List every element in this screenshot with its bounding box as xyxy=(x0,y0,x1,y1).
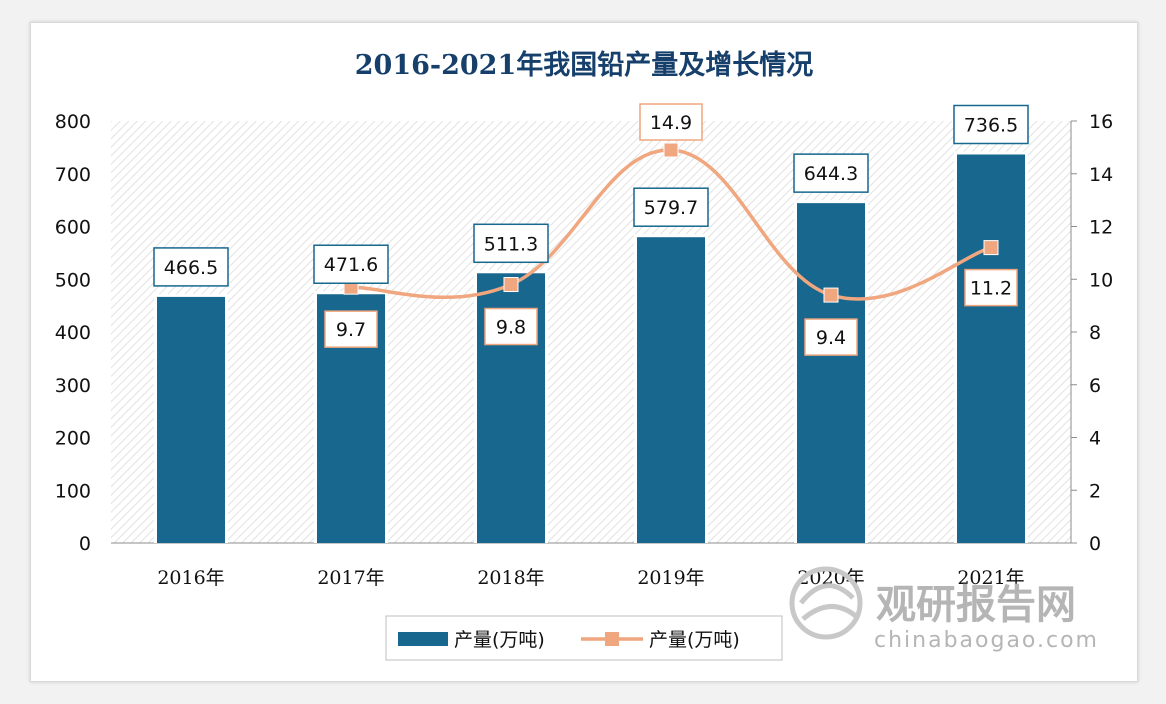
line-data-label: 9.8 xyxy=(484,307,538,346)
bar-data-label: 471.6 xyxy=(313,244,389,284)
bar xyxy=(957,154,1025,543)
line-point xyxy=(983,240,999,256)
bar-data-label-text: 579.7 xyxy=(644,197,698,219)
line-point xyxy=(663,142,679,158)
bar-data-label-box xyxy=(313,244,389,284)
legend-swatch-bar xyxy=(398,632,448,646)
bar-data-label: 644.3 xyxy=(793,153,869,193)
line-data-label-box xyxy=(639,103,703,141)
y-right-tick-label: 14 xyxy=(1089,164,1113,186)
line-data-label-box xyxy=(324,310,378,348)
y-left-tick-label: 600 xyxy=(55,217,91,239)
plot-background xyxy=(111,121,1071,543)
bar xyxy=(637,237,705,543)
bar-data-label: 466.5 xyxy=(153,247,229,287)
legend: 产量(万吨) 产量(万吨) xyxy=(385,615,783,661)
line-data-label-box xyxy=(484,307,538,346)
x-tick-label: 2019年 xyxy=(637,567,704,589)
y-left-tick-label: 0 xyxy=(79,533,91,555)
x-tick-label: 2016年 xyxy=(157,567,224,589)
bar-data-label-box xyxy=(953,104,1029,145)
bar-data-label-text: 471.6 xyxy=(324,254,378,276)
bar-data-label-text: 511.3 xyxy=(484,233,538,255)
y-left-tick-label: 700 xyxy=(55,164,91,186)
bar xyxy=(797,203,865,543)
legend-label-bar: 产量(万吨) xyxy=(454,629,545,651)
line-data-label: 11.2 xyxy=(964,268,1018,307)
bar-data-label-box xyxy=(633,187,709,227)
line-point xyxy=(503,277,519,293)
line-data-label-box xyxy=(804,318,858,356)
chart-title: 2016-2021年我国铅产量及增长情况 xyxy=(355,49,814,81)
bar-data-label: 579.7 xyxy=(633,187,709,227)
bar xyxy=(157,296,225,543)
y-left-tick-label: 200 xyxy=(55,428,91,450)
line-data-label: 9.7 xyxy=(324,310,378,348)
y-left-tick-label: 100 xyxy=(55,480,91,502)
y-right-tick-label: 12 xyxy=(1089,217,1113,239)
watermark-logo-swoosh xyxy=(799,583,859,621)
x-tick-label: 2017年 xyxy=(317,567,384,589)
y-right-tick-label: 6 xyxy=(1089,375,1101,397)
line-data-label-text: 14.9 xyxy=(650,112,692,134)
line-data-label: 9.4 xyxy=(804,318,858,356)
watermark-url: chinabaogao.com xyxy=(874,628,1099,653)
bar-data-label-text: 644.3 xyxy=(804,163,858,185)
legend-label-line: 产量(万吨) xyxy=(649,629,740,651)
y-right-tick-label: 4 xyxy=(1089,428,1101,450)
y-left-tick-label: 800 xyxy=(55,111,91,133)
bar-data-label: 511.3 xyxy=(473,223,549,264)
x-tick-label: 2018年 xyxy=(477,567,544,589)
line-data-label-text: 9.4 xyxy=(816,327,846,349)
y-left-tick-label: 500 xyxy=(55,269,91,291)
line-data-label-text: 11.2 xyxy=(970,278,1012,300)
bar-data-label-box xyxy=(473,223,549,264)
bar-data-label-text: 466.5 xyxy=(164,257,218,279)
y-right-tick-label: 16 xyxy=(1089,111,1113,133)
line-data-label-box xyxy=(964,268,1018,307)
x-tick-label: 2021年 xyxy=(957,567,1024,589)
y-left-tick-label: 400 xyxy=(55,322,91,344)
watermark-logo-icon xyxy=(789,566,863,640)
chart: 2016-2021年我国铅产量及增长情况 0100200300400500600… xyxy=(55,49,1113,661)
bar-data-label: 736.5 xyxy=(953,104,1029,145)
line-data-label: 14.9 xyxy=(639,103,703,141)
y-right-tick-label: 2 xyxy=(1089,480,1101,502)
y-right-tick-label: 8 xyxy=(1089,322,1101,344)
line-data-label-text: 9.7 xyxy=(336,319,366,341)
y-left-tick-label: 300 xyxy=(55,375,91,397)
y-right-tick-label: 0 xyxy=(1089,533,1101,555)
legend-swatch-marker xyxy=(605,632,619,646)
line-point xyxy=(823,287,839,303)
line-data-label-text: 9.8 xyxy=(496,317,526,339)
watermark-text: 观研报告网 xyxy=(876,582,1076,628)
bar-data-label-box xyxy=(153,247,229,287)
bar-data-label-text: 736.5 xyxy=(964,114,1018,136)
y-right-tick-label: 10 xyxy=(1089,269,1113,291)
chart-card: 2016-2021年我国铅产量及增长情况 0 100 200 300 400 500 600… xyxy=(30,22,1138,682)
bar-data-label-box xyxy=(793,153,869,193)
